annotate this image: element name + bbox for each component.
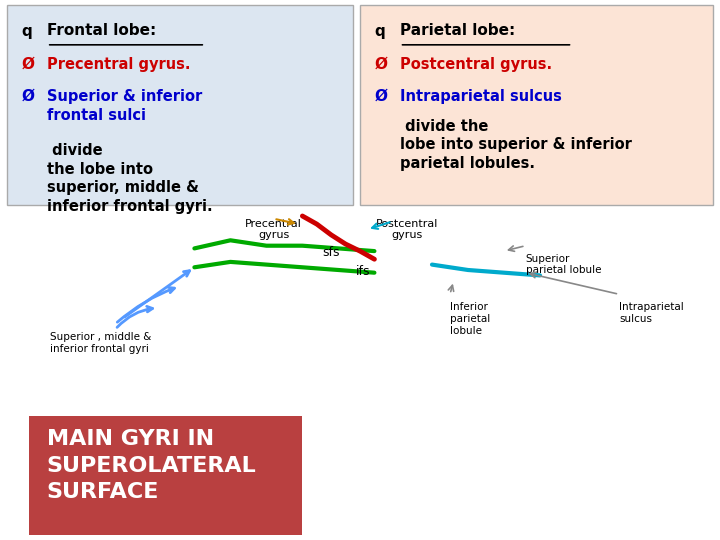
Text: Ø: Ø	[22, 89, 35, 104]
Text: Precentral gyrus.: Precentral gyrus.	[47, 57, 190, 72]
Text: Inferior
parietal
lobule: Inferior parietal lobule	[450, 302, 490, 335]
FancyBboxPatch shape	[360, 5, 713, 205]
Text: Superior
parietal lobule: Superior parietal lobule	[526, 254, 601, 275]
Text: q: q	[374, 24, 385, 39]
Text: Superior & inferior
frontal sulci: Superior & inferior frontal sulci	[47, 89, 202, 123]
FancyBboxPatch shape	[29, 416, 302, 535]
Text: ifs: ifs	[356, 265, 371, 278]
Text: sfs: sfs	[323, 246, 340, 259]
Text: Ø: Ø	[374, 89, 387, 104]
Text: divide
the lobe into
superior, middle &
inferior frontal gyri.: divide the lobe into superior, middle & …	[47, 143, 212, 214]
Text: Intraparietal
sulcus: Intraparietal sulcus	[619, 302, 684, 324]
Text: Precentral
gyrus: Precentral gyrus	[246, 219, 302, 240]
Text: q: q	[22, 24, 32, 39]
Text: Intraparietal sulcus: Intraparietal sulcus	[400, 89, 562, 104]
Text: Ø: Ø	[374, 57, 387, 72]
FancyBboxPatch shape	[7, 5, 353, 205]
Text: Frontal lobe:: Frontal lobe:	[47, 23, 156, 38]
Text: divide the
lobe into superior & inferior
parietal lobules.: divide the lobe into superior & inferior…	[400, 119, 631, 171]
Text: Parietal lobe:: Parietal lobe:	[400, 23, 515, 38]
Text: MAIN GYRI IN
SUPEROLATERAL
SURFACE: MAIN GYRI IN SUPEROLATERAL SURFACE	[47, 429, 256, 502]
Text: Superior , middle &
inferior frontal gyri: Superior , middle & inferior frontal gyr…	[50, 332, 152, 354]
Text: Postcentral gyrus.: Postcentral gyrus.	[400, 57, 552, 72]
Text: Postcentral
gyrus: Postcentral gyrus	[376, 219, 438, 240]
Text: Ø: Ø	[22, 57, 35, 72]
